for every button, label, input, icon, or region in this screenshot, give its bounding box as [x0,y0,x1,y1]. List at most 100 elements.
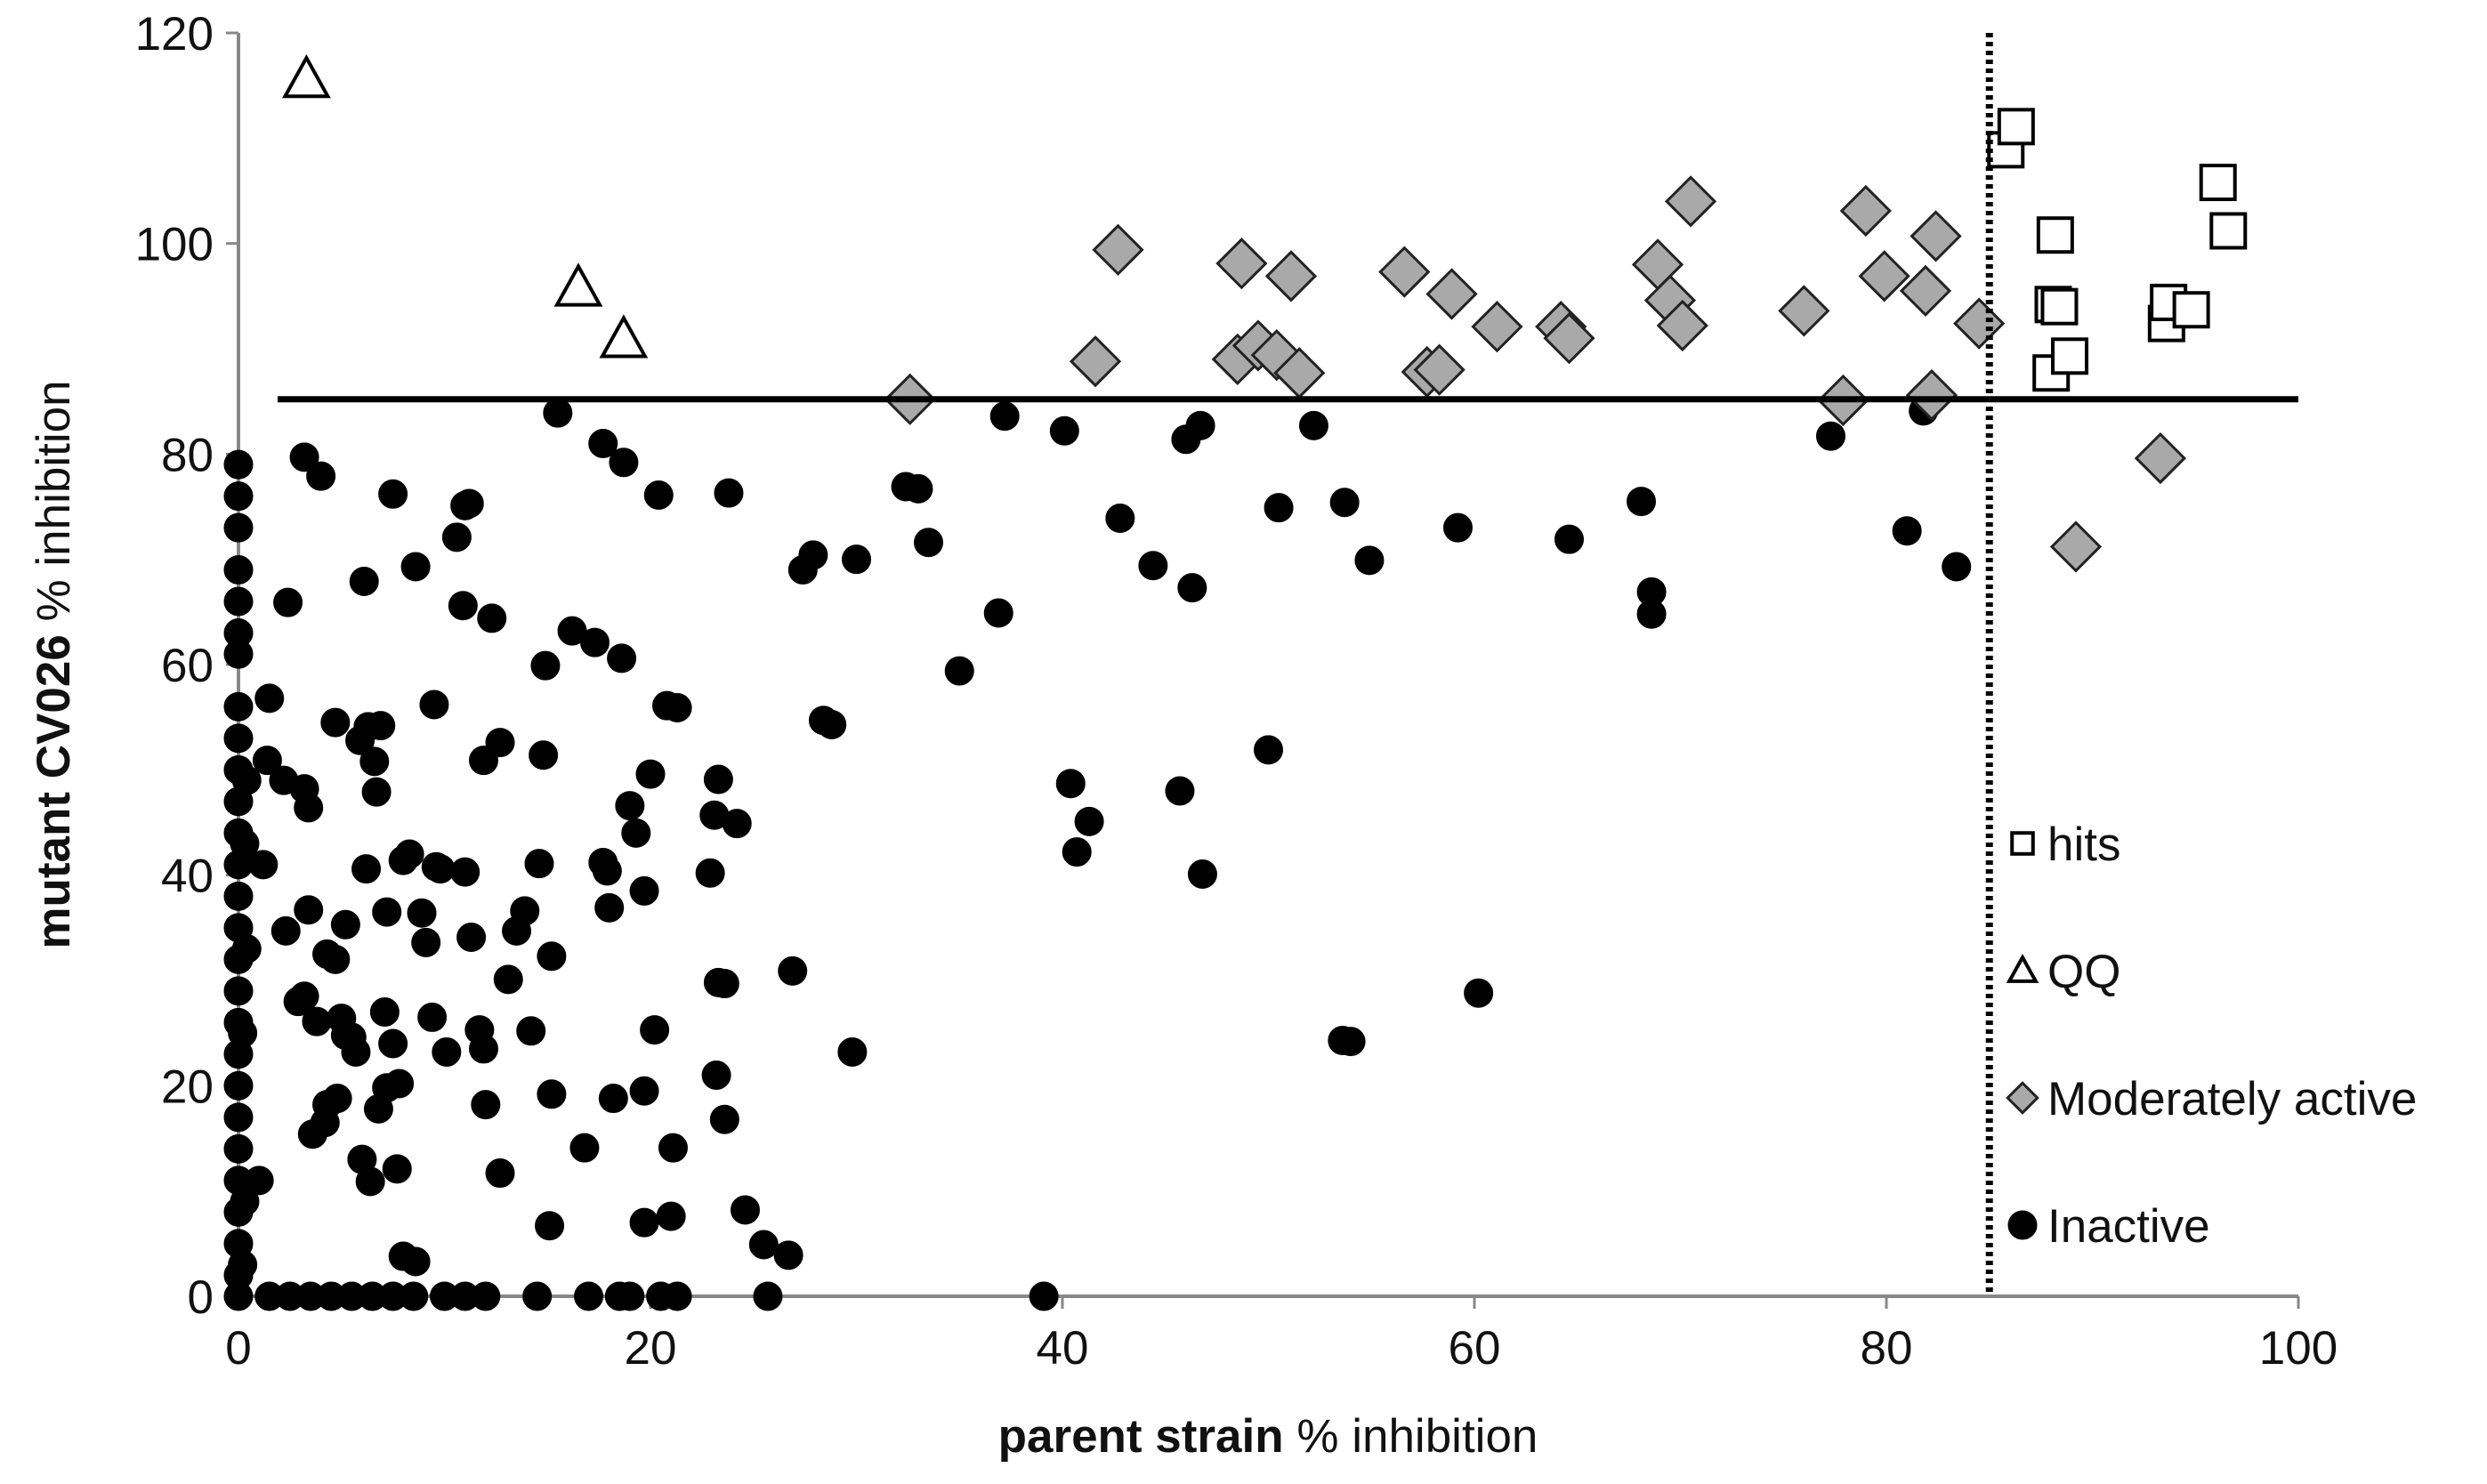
data-point-square [2040,287,2079,326]
data-point-circle [493,964,523,995]
data-point-circle [456,922,487,952]
data-point-circle [1298,410,1328,440]
y-axis-title: mutant CV026 % inhibition [28,380,80,948]
data-point-circle [394,839,424,869]
x-tick-label: 60 [1449,1322,1501,1375]
data-point-circle [450,857,480,887]
data-point-circle [273,587,303,617]
data-point-circle [714,478,744,508]
data-point-circle [230,828,260,859]
data-point-circle [574,1281,604,1311]
x-axis-title: parent strain % inhibition [998,1410,1538,1463]
data-point-circle [310,1108,340,1138]
x-tick-label: 80 [1861,1322,1913,1375]
data-point-diamond [1953,297,2006,350]
data-point-circle [223,1070,254,1101]
data-point-circle [989,401,1020,431]
data-point-circle [411,927,441,957]
data-point-circle [1464,978,1494,1008]
data-point-diamond [1543,312,1595,365]
data-point-circle [322,1084,352,1114]
data-point-circle [271,915,301,946]
series-inactive [223,396,1972,1311]
data-point-circle [903,473,933,504]
data-point-circle [244,1165,274,1196]
data-point-circle [778,956,808,986]
data-point-circle [579,627,610,657]
data-point-circle [327,1004,357,1034]
data-point-diamond [1899,264,1952,318]
data-point-circle [1177,573,1207,603]
data-point-circle [223,449,254,480]
data-point-circle [341,1036,371,1067]
data-point-circle [753,1281,783,1311]
data-point-circle [510,896,540,926]
series-hits [1987,108,2248,392]
data-point-circle [537,1079,567,1109]
data-point-circle [709,969,739,999]
data-point-circle [1892,516,1922,546]
data-point-circle [448,591,478,621]
data-points [223,53,2248,1311]
data-point-circle [524,849,554,879]
data-point-circle [485,728,515,758]
y-tick-label: 0 [188,1271,214,1324]
data-point-circle [382,1154,412,1184]
data-point-circle [722,809,752,839]
data-point-circle [254,683,285,714]
legend-marker-triangle [2006,954,2039,983]
data-point-circle [1636,599,1667,629]
data-point-circle [1329,488,1360,518]
x-tick-label: 100 [2259,1322,2338,1375]
data-point-diamond [1264,250,1318,302]
data-point-circle [378,1028,408,1059]
data-point-triangle [599,314,649,359]
data-point-circle [320,707,351,738]
data-point-circle [640,1015,670,1045]
data-point-circle [1254,735,1283,765]
y-tick-label: 80 [161,429,214,481]
x-tick-label: 0 [225,1322,251,1375]
data-point-circle [1055,769,1086,799]
data-point-circle [703,764,733,794]
data-point-circle [223,1102,254,1133]
data-point-circle [837,1036,868,1067]
data-point-circle [656,1201,686,1231]
data-point-circle [1062,837,1092,867]
data-point-circle [384,1069,415,1099]
data-point-circle [598,1084,628,1114]
data-point-circle [621,818,651,848]
legend-label: hits [2047,819,2120,871]
data-point-circle [330,909,360,940]
data-point-circle [773,1240,803,1270]
data-point-circle [662,1281,692,1311]
data-point-square [2036,216,2074,254]
data-point-diamond [2134,431,2187,485]
data-point-circle [355,1166,385,1197]
legend-label: Inactive [2047,1200,2210,1253]
data-point-diamond [1778,285,1830,337]
data-point-circle [349,567,379,597]
data-point-diamond [1413,343,1466,396]
series-qq [281,53,649,359]
data-point-diamond [1656,299,1708,352]
data-point-circle [643,480,674,510]
data-point-circle [302,1006,332,1036]
x-axis-title-bold: parent strain [998,1410,1284,1463]
data-point-circle [588,429,618,458]
data-point-circle [294,895,324,925]
data-point-circle [914,528,944,558]
x-tick-label: 40 [1037,1322,1089,1375]
data-point-circle [228,1250,258,1279]
data-point-diamond [1471,301,1523,353]
data-point-circle [223,481,254,512]
data-point-circle [471,1281,501,1311]
data-point-circle [730,1195,760,1225]
data-point-circle [369,997,400,1027]
data-point-circle [1074,806,1104,836]
data-point-circle [983,598,1013,628]
data-point-circle [615,1281,645,1311]
y-tick-label: 100 [135,219,214,271]
data-point-circle [485,1158,515,1189]
